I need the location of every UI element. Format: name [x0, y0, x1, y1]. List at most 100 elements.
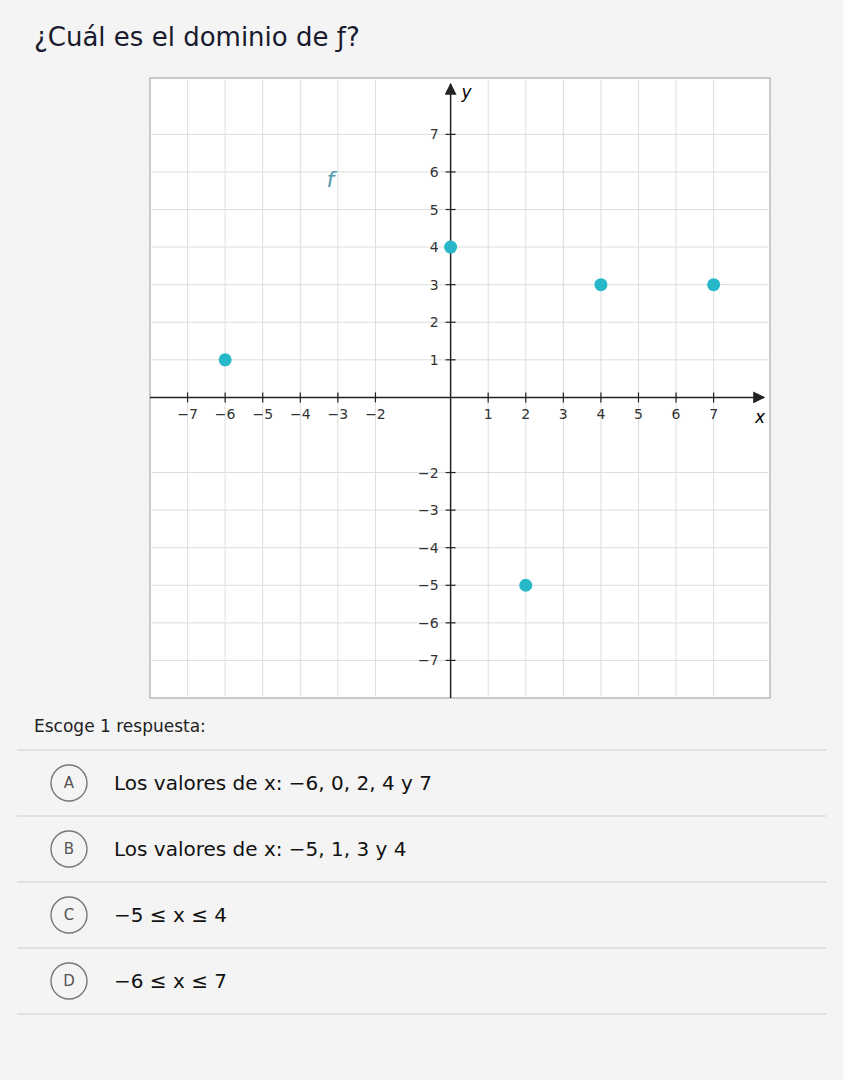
grid-line-x: [337, 78, 338, 698]
y-tick-label: −5: [418, 577, 439, 593]
grid-line-y: [150, 547, 770, 548]
grid-line-x: [262, 78, 263, 698]
grid-line-y: [150, 322, 770, 323]
x-tick-label: 1: [484, 406, 493, 422]
choice-circle: [51, 963, 87, 999]
y-tick: [446, 510, 456, 511]
y-axis: [450, 84, 452, 698]
grid-line-x: [225, 78, 226, 698]
grid-line-y: [150, 660, 770, 661]
grid-line-y: [150, 359, 770, 360]
plot-frame: [150, 78, 770, 698]
x-tick: [638, 392, 639, 402]
grid-line-y: [150, 134, 770, 135]
grid-line-x: [638, 78, 639, 698]
choice-text: −6 ≤ x ≤ 7: [114, 969, 227, 993]
x-tick-label: −4: [290, 406, 311, 422]
y-tick: [446, 660, 456, 661]
x-tick: [225, 392, 226, 402]
x-tick: [300, 392, 301, 402]
x-tick: [375, 392, 376, 402]
x-tick: [675, 392, 676, 402]
point: [594, 278, 607, 291]
y-tick-label: 1: [430, 352, 439, 368]
choice-letter: D: [63, 972, 75, 990]
y-tick: [446, 547, 456, 548]
y-tick-label: 6: [430, 164, 439, 180]
grid-line-x: [525, 78, 526, 698]
x-tick-label: −6: [215, 406, 236, 422]
y-tick: [446, 284, 456, 285]
grid-line-x: [187, 78, 188, 698]
grid-line-y: [150, 284, 770, 285]
x-tick-label: 3: [559, 406, 568, 422]
choice-text: Los valores de x: −5, 1, 3 y 4: [114, 837, 406, 861]
y-axis-label: y: [461, 82, 473, 102]
y-tick-label: −4: [418, 540, 439, 556]
choice-letter: C: [64, 906, 74, 924]
choice-text: −5 ≤ x ≤ 4: [114, 903, 227, 927]
separator: [17, 750, 826, 751]
x-tick-label: 5: [634, 406, 643, 422]
y-tick: [446, 209, 456, 210]
choice-text: Los valores de x: −6, 0, 2, 4 y 7: [114, 771, 432, 795]
grid-line-y: [150, 209, 770, 210]
point: [444, 241, 457, 254]
x-tick-label: −2: [365, 406, 386, 422]
x-tick-label: 6: [672, 406, 681, 422]
choice-letter: B: [64, 840, 74, 858]
choice-letter: A: [64, 774, 75, 792]
grid-line-y: [150, 585, 770, 586]
y-tick-label: −2: [418, 465, 439, 481]
grid-line-x: [300, 78, 301, 698]
x-tick: [600, 392, 601, 402]
y-tick: [446, 134, 456, 135]
grid-line-y: [150, 171, 770, 172]
x-axis: [150, 397, 764, 399]
separator: [17, 1014, 826, 1015]
point: [219, 353, 232, 366]
x-tick: [713, 392, 714, 402]
y-tick: [446, 622, 456, 623]
x-tick: [187, 392, 188, 402]
y-tick-label: 2: [430, 314, 439, 330]
grid-line-x: [563, 78, 564, 698]
y-tick-label: 7: [430, 126, 439, 142]
y-tick-label: −6: [418, 615, 439, 631]
x-axis-label: x: [754, 407, 766, 427]
y-tick: [446, 171, 456, 172]
x-tick: [525, 392, 526, 402]
y-tick: [446, 472, 456, 473]
choice-circle: [51, 831, 87, 867]
y-tick: [446, 322, 456, 323]
x-tick-label: 7: [709, 406, 718, 422]
y-tick: [446, 585, 456, 586]
grid-line-y: [150, 247, 770, 248]
grid: [150, 78, 770, 698]
annotation: f: [326, 167, 337, 192]
y-tick-label: 5: [430, 202, 439, 218]
x-tick: [488, 392, 489, 402]
grid-line-y: [150, 510, 770, 511]
choice-circle: [51, 765, 87, 801]
y-tick-label: −3: [418, 502, 439, 518]
x-tick: [337, 392, 338, 402]
page: ¿Cuál es el dominio de ƒ?−7−6−5−4−3−2123…: [0, 0, 843, 1080]
grid-line-y: [150, 472, 770, 473]
y-tick-label: 4: [430, 239, 439, 255]
point: [707, 278, 720, 291]
x-tick: [563, 392, 564, 402]
separator: [17, 882, 826, 883]
grid-line-x: [713, 78, 714, 698]
y-tick-label: 3: [430, 277, 439, 293]
separator: [17, 948, 826, 949]
x-tick-label: −7: [177, 406, 198, 422]
x-tick-label: 4: [596, 406, 605, 422]
choice-circle: [51, 897, 87, 933]
separator: [17, 816, 826, 817]
points: [219, 241, 720, 592]
point: [519, 579, 532, 592]
grid-line-y: [150, 622, 770, 623]
y-tick: [446, 359, 456, 360]
y-tick-label: −7: [418, 652, 439, 668]
